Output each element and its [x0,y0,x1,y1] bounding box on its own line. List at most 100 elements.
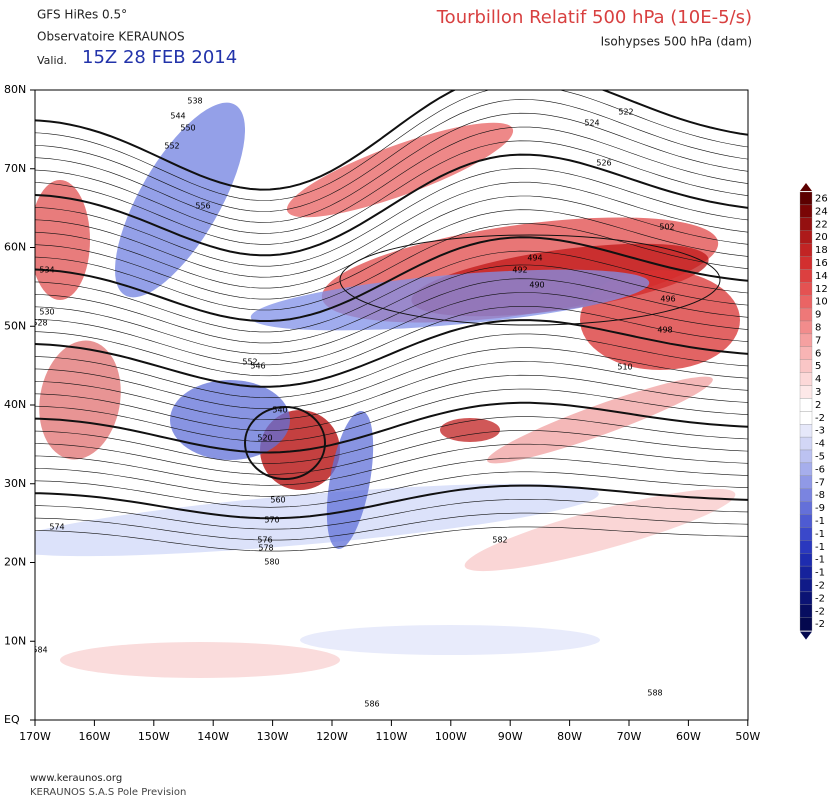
lat-label: 70N [4,162,26,175]
legend-label: 9 [815,310,821,321]
legend-label: 26 [815,193,828,204]
legend-label: -1 [815,516,825,527]
contour-label: 588 [647,689,662,698]
isohypse [35,168,748,267]
contour-label: 520 [257,434,272,443]
legend-swatch [799,346,813,360]
lat-label: 40N [4,398,26,411]
contour-label: 586 [364,700,379,709]
isohypse [35,388,748,442]
legend-swatch [799,191,813,206]
isohypse [35,347,748,409]
map-subtitle: Isohypses 500 hPa (dam) [601,35,752,49]
contour-label: 502 [659,223,674,232]
legend-swatch [799,565,813,580]
legend-swatch [799,449,813,464]
isohypse [35,499,748,530]
vorticity-blob [300,625,600,655]
contour-label: 578 [258,544,273,553]
legend-label: 18 [815,245,828,256]
legend-swatch [799,307,813,322]
isohypse [35,181,748,278]
legend-label: 22 [815,219,828,230]
legend-label: -1 [815,568,825,579]
legend-swatch [799,385,813,399]
contour-label: 496 [660,295,675,304]
isohypse [35,112,748,223]
legend-swatch [799,475,813,489]
legend-label: -8 [815,490,825,501]
isohypse [35,90,748,201]
legend-label: -2 [815,580,825,591]
legend-swatch [799,501,813,515]
legend-swatch [799,372,813,386]
isohypse [35,361,748,420]
legend-swatch [799,217,813,231]
vorticity-blob [286,122,514,218]
isohypse [35,250,748,333]
isohypse [35,526,748,552]
contour-label: 540 [272,406,287,415]
legend-swatch [799,359,813,373]
isohypse [35,236,748,322]
contour-label: 550 [180,124,195,133]
legend-swatch [799,578,813,593]
legend-swatch [799,320,813,335]
vorticity-blob [35,483,599,557]
lon-label: 120W [316,730,348,743]
contour-label: 526 [596,159,611,168]
vorticity-blob [115,102,245,298]
legend-swatch [799,204,813,218]
legend-label: -1 [815,529,825,540]
legend-swatch [799,243,813,257]
legend-swatch [799,462,813,476]
isohypse [35,416,748,464]
contour-label: 570 [264,516,279,525]
legend-label: 6 [815,348,821,359]
legend-swatch [799,604,813,618]
legend-label: 3 [815,387,821,398]
footer-company: KERAUNOS S.A.S Pole Prevision [30,787,186,798]
legend-label: -2 [815,593,825,604]
legend-swatch [799,411,813,425]
lon-label: 170W [19,730,51,743]
legend-swatch [799,540,813,554]
lon-label: 90W [498,730,523,743]
contour-label: 522 [618,108,633,117]
vorticity-blob [250,269,650,331]
lon-label: 160W [78,730,110,743]
isohypse [35,512,748,541]
contour-label: 498 [657,326,672,335]
lat-label: 80N [4,83,26,96]
legend-label: 24 [815,206,828,217]
contour-label: 576 [257,536,272,545]
closed-low [339,234,721,326]
contour-label: 538 [187,97,202,106]
vorticity-blob [440,418,500,442]
contour-label: 492 [512,266,527,275]
contour-label: 524 [584,119,599,128]
lat-label: 60N [4,241,26,254]
isohypse [35,443,748,486]
legend-swatch [799,295,813,309]
contour-label: 546 [250,362,265,371]
contour-label: 580 [264,558,279,567]
legend-swatch [799,256,813,270]
legend-label: 20 [815,232,828,243]
lon-label: 150W [138,730,170,743]
vorticity-field [35,102,740,678]
legend-swatch [799,230,813,244]
contour-label: 544 [170,112,185,121]
legend-label: 16 [815,258,828,269]
legend-label: -2 [815,413,825,424]
footer-url: www.keraunos.org [30,773,122,784]
isohypse [35,430,748,475]
legend-swatch [799,527,813,541]
legend-label: -2 [815,619,825,630]
map-title: Tourbillon Relatif 500 hPa (10E-5/s) [436,7,752,28]
isohypse [35,195,748,289]
legend-label: 2 [815,400,821,411]
legend-swatch [799,398,813,412]
contour-label: 534 [39,266,54,275]
